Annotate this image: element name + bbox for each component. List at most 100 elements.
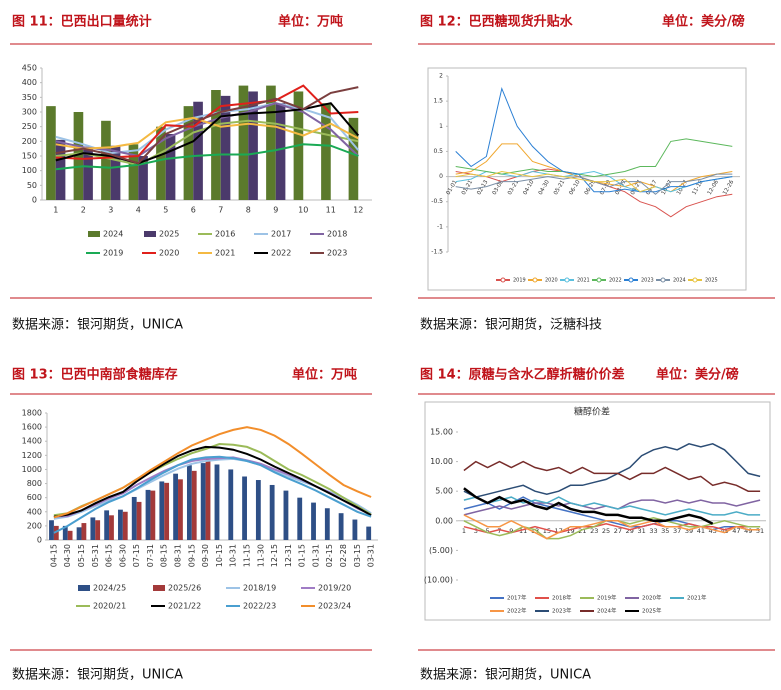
x-tick-label: 3 (108, 206, 113, 215)
y-tick-label: 150 (22, 152, 37, 161)
x-tick-label: 7 (218, 206, 223, 215)
y-tick-label: -0.5 (431, 198, 443, 205)
legend-label: 2021年 (687, 594, 707, 602)
bar (324, 508, 330, 540)
x-tick-label: 47 (732, 527, 740, 535)
legend-label: 2025 (705, 278, 718, 284)
bar (211, 90, 221, 200)
line-series (463, 496, 761, 516)
x-tick-label: 09-15 (187, 544, 196, 567)
legend-label: 2020 (159, 249, 179, 258)
x-tick-label: 1 (462, 527, 466, 535)
bar (297, 497, 303, 540)
y-tick-label: 2 (439, 73, 443, 80)
bar (53, 525, 59, 540)
y-tick-label: 10.00 (430, 457, 453, 466)
x-tick-label: 9 (273, 206, 278, 215)
legend-label: 2024 (103, 230, 123, 239)
legend-label: 2023 (641, 278, 654, 284)
x-tick-label: 25 (602, 527, 610, 535)
bar (200, 463, 206, 540)
y-tick-label: 0.00 (435, 516, 453, 525)
bar (338, 513, 344, 540)
bar (242, 476, 247, 540)
legend-label: 2020年 (642, 594, 662, 602)
legend-label: 2021 (577, 278, 590, 284)
x-tick-label: 15 (543, 527, 551, 535)
plot-frame (424, 401, 771, 621)
legend-label: 2024 (673, 278, 686, 284)
x-tick-label: 13 (531, 527, 539, 535)
bar (173, 473, 179, 540)
x-tick-label: 27 (614, 527, 622, 535)
x-tick-label: 2 (81, 206, 86, 215)
y-tick-label: 50 (27, 181, 37, 190)
bar (104, 510, 110, 540)
x-tick-label: 8 (246, 206, 251, 215)
legend-label: 2025 (159, 230, 179, 239)
bar (81, 523, 87, 540)
x-tick-label: 04-30 (63, 544, 72, 567)
line-series (55, 102, 360, 165)
x-tick-label: 23 (590, 527, 598, 535)
legend-label: 2020 (545, 278, 558, 284)
x-tick-label: 5 (163, 206, 168, 215)
x-tick-label: 29 (626, 527, 634, 535)
bar (255, 480, 261, 540)
y-tick-label: 1400 (22, 437, 42, 446)
bar (49, 520, 54, 540)
legend-label: 2019 (103, 249, 123, 258)
bar (165, 134, 176, 200)
bar (248, 91, 258, 200)
legend-label: 2024年 (597, 607, 617, 615)
x-tick-label: 04-30 (538, 179, 551, 196)
bar (321, 103, 331, 200)
x-tick-label: 06-15 (105, 544, 114, 567)
line-series (53, 445, 372, 518)
x-tick-label: 12-06 (707, 179, 720, 196)
legend-label: 2022 (609, 278, 622, 284)
y-tick-label: 1200 (22, 451, 42, 460)
line-series (455, 170, 656, 193)
x-tick-label: 10 (298, 206, 308, 215)
line-series (463, 514, 761, 540)
bar (109, 515, 114, 540)
figure-title: 图 11：巴西出口量统计 (12, 14, 152, 30)
x-tick-label: 10-31 (229, 544, 238, 567)
x-tick-label: 1 (53, 206, 58, 215)
x-tick-label: 03-31 (367, 544, 376, 567)
line-series (53, 426, 372, 519)
legend-label: 2016 (215, 230, 235, 239)
bar (366, 526, 372, 540)
line-series (463, 487, 714, 525)
x-tick-label: 05-15 (77, 544, 86, 567)
legend-marker (532, 277, 538, 283)
bar (55, 139, 66, 200)
figure-source: 数据来源：银河期货，UNICA (12, 317, 183, 333)
y-tick-label: 5.00 (435, 487, 453, 496)
bar (101, 120, 111, 200)
bar (269, 484, 275, 540)
y-tick-label: 1 (439, 123, 443, 130)
legend-label: 2017 (271, 230, 291, 239)
x-tick-label: 41 (697, 527, 705, 535)
bar (183, 106, 194, 200)
y-tick-label: 450 (22, 64, 37, 73)
line-series (463, 460, 761, 492)
x-tick-label: 31 (637, 527, 645, 535)
bar (118, 509, 123, 540)
y-tick-label: (5.00) (429, 546, 453, 555)
x-tick-label: 21 (578, 527, 586, 535)
line-series (55, 143, 359, 171)
figure-unit: 单位：万吨 (278, 14, 343, 30)
bar (150, 490, 156, 540)
x-tick-label: 04-15 (49, 544, 58, 567)
legend-swatch (153, 585, 165, 591)
x-tick-label: 9 (509, 527, 513, 535)
bar (136, 501, 142, 540)
x-tick-label: 07-15 (132, 544, 141, 567)
y-tick-label: 0.5 (433, 148, 443, 155)
bar (110, 145, 121, 200)
x-tick-label: 02-15 (325, 544, 334, 567)
